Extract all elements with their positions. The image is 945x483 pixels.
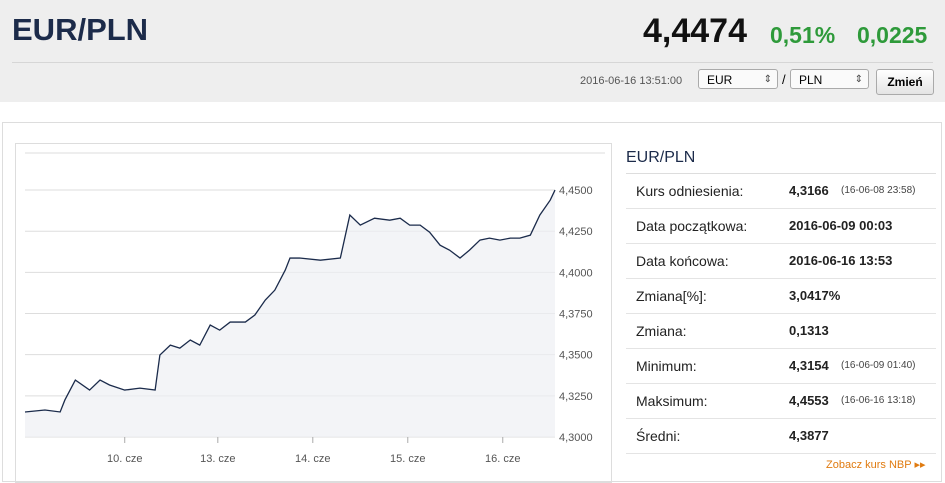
- header: EUR/PLN 4,4474 0,51% 0,0225 2016-06-16 1…: [0, 0, 945, 102]
- x-tick-label: 15. cze: [390, 453, 425, 465]
- divider: [12, 62, 933, 63]
- chart: 4,3000 4,3250 4,3500 4,3750 4,4000 4,4250 4,45…: [24, 152, 605, 465]
- timestamp: 2016-06-16 13:51:00: [580, 75, 683, 87]
- stats-val: 4,3154: [789, 358, 829, 373]
- stats-val: 4,3877: [789, 428, 829, 443]
- y-tick-label: 4,3500: [559, 350, 593, 362]
- stats-val: 3,0417%: [789, 288, 841, 303]
- stats-row: Minimum: 4,3154 (16-06-09 01:40): [626, 349, 936, 384]
- stats-note: (16-06-08 23:58): [841, 185, 916, 196]
- stats-lab: Średni:: [636, 428, 681, 444]
- stats-row: Zmiana: 0,1313: [626, 314, 936, 349]
- stats-val: 0,1313: [789, 323, 829, 338]
- y-tick-label: 4,4250: [559, 226, 593, 238]
- stats-row: Zmiana[%]: 3,0417%: [626, 279, 936, 314]
- x-tick-label: 14. cze: [295, 453, 330, 465]
- pair-title: EUR/PLN: [12, 12, 149, 47]
- stats-note: (16-06-16 13:18): [841, 395, 916, 406]
- y-tick-label: 4,4500: [559, 185, 593, 197]
- stats-val: 4,4553: [789, 393, 829, 408]
- y-tick-label: 4,3250: [559, 391, 593, 403]
- stats-title: EUR/PLN: [626, 143, 936, 174]
- stats-val: 2016-06-09 00:03: [789, 218, 893, 233]
- nbp-link[interactable]: Zobacz kurs NBP ▸▸: [826, 459, 926, 471]
- line: [24, 189, 556, 413]
- x-tick-label: 10. cze: [107, 453, 142, 465]
- to-select[interactable]: PLN: [790, 69, 869, 90]
- from-select[interactable]: EUR: [698, 69, 778, 90]
- stats-lab: Minimum:: [636, 358, 697, 374]
- stats-row: Maksimum: 4,4553 (16-06-16 13:18): [626, 384, 936, 419]
- separator: /: [782, 72, 786, 87]
- x-tick-label: 13. cze: [200, 453, 235, 465]
- stats-table: EUR/PLN Kurs odniesienia: 4,3166 (16-06-08…: [626, 143, 936, 454]
- stats-lab: Zmiana[%]:: [636, 288, 707, 304]
- stats-lab: Data końcowa:: [636, 253, 729, 269]
- y-tick-label: 4,4000: [559, 267, 593, 279]
- stats-row: Kurs odniesienia: 4,3166 (16-06-08 23:58): [626, 174, 936, 209]
- y-tick-label: 4,3750: [559, 309, 593, 321]
- x-tick-label: 16. cze: [485, 453, 520, 465]
- change-pct: 0,51%: [770, 22, 836, 48]
- rate: 4,4474: [643, 12, 747, 50]
- stats-lab: Zmiana:: [636, 323, 687, 339]
- stats-note: (16-06-09 01:40): [841, 360, 916, 371]
- change-button[interactable]: Zmień: [876, 69, 934, 95]
- y-tick-label: 4,3000: [559, 432, 593, 444]
- stats-val: 4,3166: [789, 183, 829, 198]
- stats-row: Data końcowa: 2016-06-16 13:53: [626, 244, 936, 279]
- stats-row: Data początkowa: 2016-06-09 00:03: [626, 209, 936, 244]
- stats-lab: Data początkowa:: [636, 218, 748, 234]
- stats-lab: Maksimum:: [636, 393, 708, 409]
- stats-row: Średni: 4,3877: [626, 419, 936, 454]
- stats-val: 2016-06-16 13:53: [789, 253, 893, 268]
- change: 0,0225: [857, 22, 928, 48]
- stats-lab: Kurs odniesienia:: [636, 183, 744, 199]
